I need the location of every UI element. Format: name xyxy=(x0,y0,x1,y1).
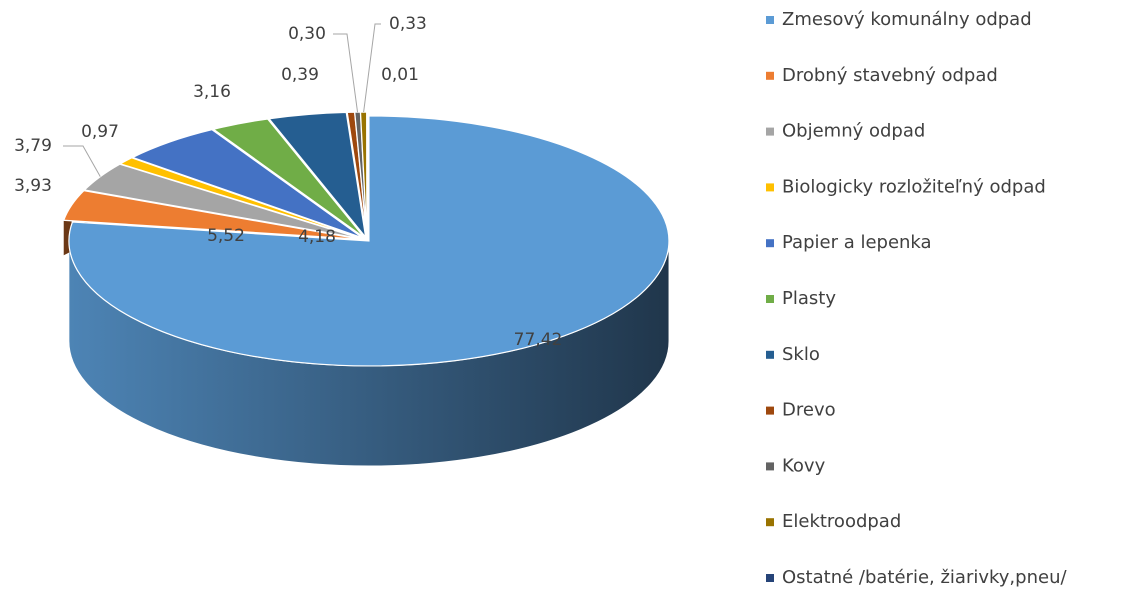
data-label: 77,42 xyxy=(514,330,563,350)
data-label: 0,33 xyxy=(389,14,427,34)
pie-tops xyxy=(62,111,670,367)
legend-label: Papier a lepenka xyxy=(782,232,932,253)
data-label: 4,18 xyxy=(298,227,336,247)
leader-line xyxy=(363,23,381,113)
legend-swatch xyxy=(766,350,774,359)
data-label: 0,97 xyxy=(81,122,119,142)
pie-slice xyxy=(212,118,365,238)
legend-swatch xyxy=(766,574,774,582)
legend-swatch xyxy=(766,16,774,24)
legend-label: Kovy xyxy=(782,455,826,476)
legend-label: Zmesový komunálny odpad xyxy=(782,9,1032,30)
legend-label: Drevo xyxy=(782,400,836,421)
data-label: 3,16 xyxy=(193,82,231,102)
legend-swatch xyxy=(766,239,774,248)
legend-swatch xyxy=(766,462,774,471)
leader-line xyxy=(333,33,359,113)
legend-label: Plasty xyxy=(782,288,836,309)
legend: Zmesový komunálny odpad Drobný stavebný o… xyxy=(766,9,1067,588)
legend-swatch xyxy=(766,183,774,192)
legend-swatch xyxy=(766,295,774,303)
pie-slice xyxy=(62,190,361,240)
legend-swatch xyxy=(766,406,774,415)
legend-label: Biologicky rozložiteľný odpad xyxy=(782,176,1046,197)
legend-label: Sklo xyxy=(782,344,820,365)
legend-swatch xyxy=(766,518,774,527)
pie-slice xyxy=(268,111,367,240)
leader-line xyxy=(63,145,101,177)
pie-slice xyxy=(118,157,362,239)
data-label: 0,30 xyxy=(288,24,326,44)
data-label: 5,52 xyxy=(207,226,245,246)
legend-label: Ostatné /batérie, žiarivky,pneu/ xyxy=(782,567,1067,588)
pie-slice xyxy=(131,129,363,239)
data-label: 0,01 xyxy=(381,65,419,85)
data-label: 0,39 xyxy=(281,65,319,85)
legend-swatch xyxy=(766,71,774,80)
pie-slice xyxy=(68,115,670,367)
legend-label: Objemný odpad xyxy=(782,121,925,142)
data-label: 3,93 xyxy=(14,176,52,196)
data-labels: 77,42 3,93 3,79 0,97 5,52 3,16 4,18 0,39 0,30 0,3… xyxy=(14,14,562,350)
legend-label: Drobný stavebný odpad xyxy=(782,65,998,86)
legend-label: Elektroodpad xyxy=(782,511,901,532)
data-label: 3,79 xyxy=(14,136,52,156)
legend-swatch xyxy=(766,127,774,136)
